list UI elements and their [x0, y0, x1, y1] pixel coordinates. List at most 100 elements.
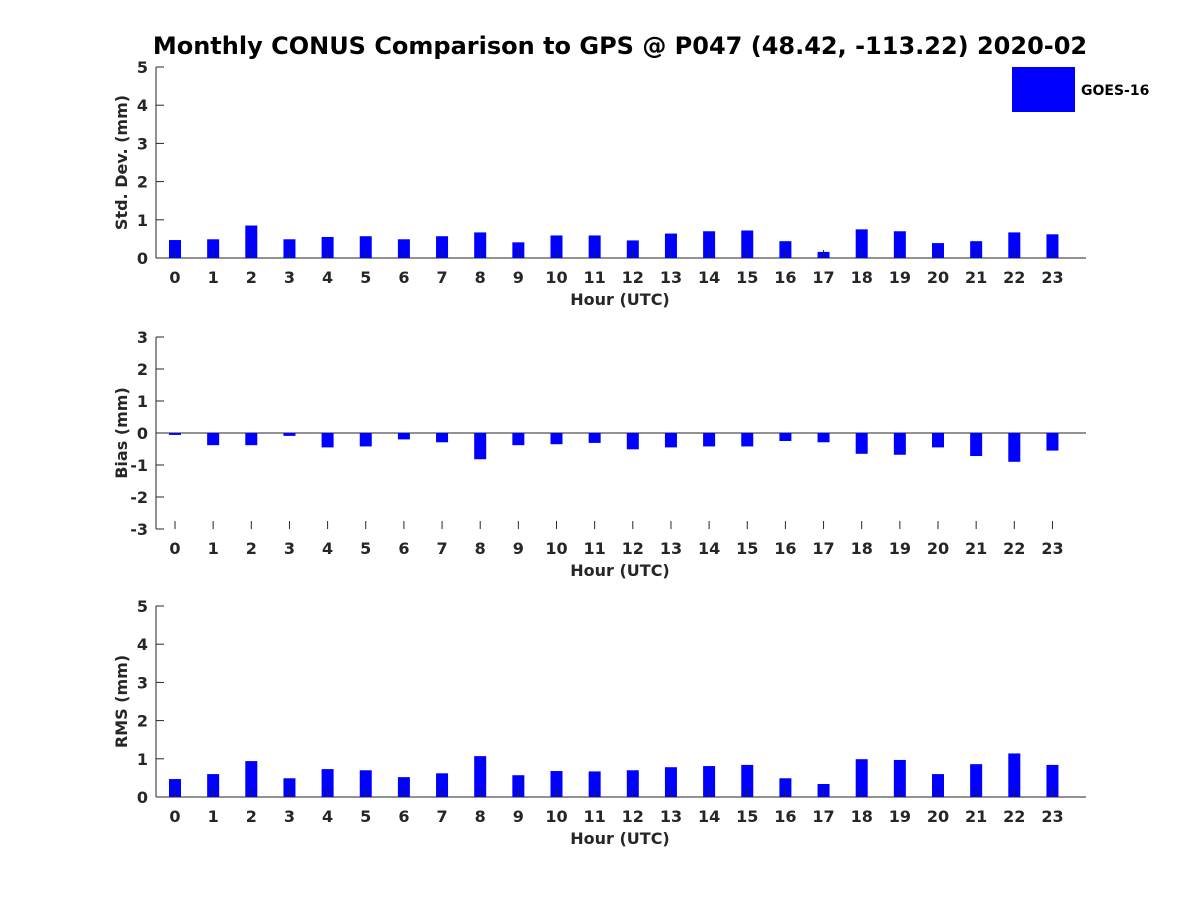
chart-title: Monthly CONUS Comparison to GPS @ P047 (… — [153, 32, 1087, 60]
rms-x-axis-label: Hour (UTC) — [570, 829, 670, 848]
std-dev-bar-8 — [474, 232, 487, 258]
x-tick-label: 3 — [284, 807, 295, 826]
std-dev-bar-15 — [741, 230, 754, 258]
bias-y-axis-label: Bias (mm) — [112, 387, 131, 479]
x-tick-label: 5 — [360, 539, 371, 558]
bias-bar-3 — [283, 433, 296, 436]
x-tick-label: 12 — [622, 268, 644, 287]
x-tick-label: 4 — [322, 807, 333, 826]
x-tick-label: 10 — [545, 268, 567, 287]
x-tick-label: 3 — [284, 539, 295, 558]
y-tick-label: 5 — [137, 597, 148, 616]
x-tick-label: 7 — [436, 268, 447, 287]
rms-bar-20 — [932, 774, 944, 797]
bias-bar-7 — [436, 433, 449, 443]
legend: GOES-16 — [1012, 67, 1149, 112]
x-tick-label: 14 — [698, 268, 720, 287]
x-tick-label: 7 — [436, 807, 447, 826]
x-tick-label: 20 — [927, 807, 949, 826]
x-tick-label: 17 — [812, 268, 834, 287]
rms-bar-2 — [245, 761, 258, 797]
rms-bar-11 — [588, 771, 601, 797]
x-tick-label: 16 — [774, 807, 796, 826]
bias-bar-11 — [588, 433, 601, 443]
bias-bar-14 — [703, 433, 716, 447]
x-tick-label: 11 — [584, 268, 606, 287]
y-tick-label: 4 — [137, 635, 148, 654]
y-tick-label: 2 — [137, 360, 148, 379]
x-tick-label: 23 — [1041, 268, 1063, 287]
x-tick-label: 12 — [622, 807, 644, 826]
x-tick-label: 17 — [812, 807, 834, 826]
x-tick-label: 10 — [545, 807, 567, 826]
bias-bar-21 — [970, 433, 983, 457]
x-tick-label: 8 — [475, 807, 486, 826]
rms-bar-21 — [970, 764, 983, 797]
x-tick-label: 13 — [660, 539, 682, 558]
bias-bar-22 — [1008, 433, 1021, 462]
bias-bar-23 — [1046, 433, 1059, 451]
bias-bar-4 — [321, 433, 334, 448]
bias-bar-15 — [741, 433, 754, 447]
x-tick-label: 0 — [169, 268, 180, 287]
x-tick-label: 18 — [851, 268, 873, 287]
std-dev-x-axis-label: Hour (UTC) — [570, 290, 670, 309]
x-tick-label: 12 — [622, 539, 644, 558]
x-tick-label: 2 — [246, 539, 257, 558]
x-tick-label: 15 — [736, 539, 758, 558]
x-tick-label: 2 — [246, 807, 257, 826]
std-dev-bar-18 — [855, 229, 868, 258]
legend-swatch — [1012, 67, 1075, 112]
std-dev-bar-5 — [359, 236, 372, 258]
std-dev-bar-19 — [893, 231, 906, 258]
std-dev-bar-1 — [207, 239, 220, 258]
rms-bar-23 — [1046, 764, 1059, 797]
rms-bar-8 — [474, 756, 487, 797]
y-tick-label: -3 — [130, 520, 148, 539]
x-tick-label: 8 — [475, 539, 486, 558]
x-tick-label: 0 — [169, 807, 180, 826]
y-tick-label: 2 — [137, 173, 148, 192]
rms-bar-19 — [893, 759, 906, 797]
rms-y-axis-label: RMS (mm) — [112, 655, 131, 748]
x-tick-label: 14 — [698, 539, 720, 558]
bias-bar-20 — [932, 433, 944, 448]
bias-x-axis-label: Hour (UTC) — [570, 561, 670, 580]
x-tick-label: 19 — [889, 807, 911, 826]
std-dev-bar-16 — [779, 241, 792, 258]
x-tick-label: 17 — [812, 539, 834, 558]
rms-bar-5 — [359, 770, 372, 797]
bias-bar-16 — [779, 433, 792, 441]
std-dev-bar-12 — [626, 240, 639, 258]
x-tick-label: 1 — [208, 539, 219, 558]
x-tick-label: 9 — [513, 539, 524, 558]
x-tick-label: 20 — [927, 268, 949, 287]
y-tick-label: 0 — [137, 788, 148, 807]
y-tick-label: 1 — [137, 750, 148, 769]
std-dev-bar-21 — [970, 241, 983, 258]
std-dev-bar-7 — [436, 236, 449, 258]
x-tick-label: 3 — [284, 268, 295, 287]
std-dev-bar-2 — [245, 225, 258, 258]
bias-bar-0 — [169, 433, 181, 435]
x-tick-label: 4 — [322, 539, 333, 558]
y-tick-label: 1 — [137, 211, 148, 230]
rms-bar-3 — [283, 778, 296, 797]
bias-bar-12 — [626, 433, 639, 450]
std-dev-bar-11 — [588, 235, 601, 258]
std-dev-bar-4 — [321, 236, 334, 258]
x-tick-label: 6 — [398, 807, 409, 826]
std-dev-y-axis-label: Std. Dev. (mm) — [112, 95, 131, 230]
rms-bar-16 — [779, 778, 792, 797]
y-tick-label: 3 — [137, 134, 148, 153]
bias-bar-17 — [817, 433, 830, 443]
x-tick-label: 16 — [774, 539, 796, 558]
std-dev-bar-22 — [1008, 232, 1021, 258]
x-tick-label: 15 — [736, 807, 758, 826]
x-tick-label: 23 — [1041, 807, 1063, 826]
rms-bar-4 — [321, 769, 334, 797]
